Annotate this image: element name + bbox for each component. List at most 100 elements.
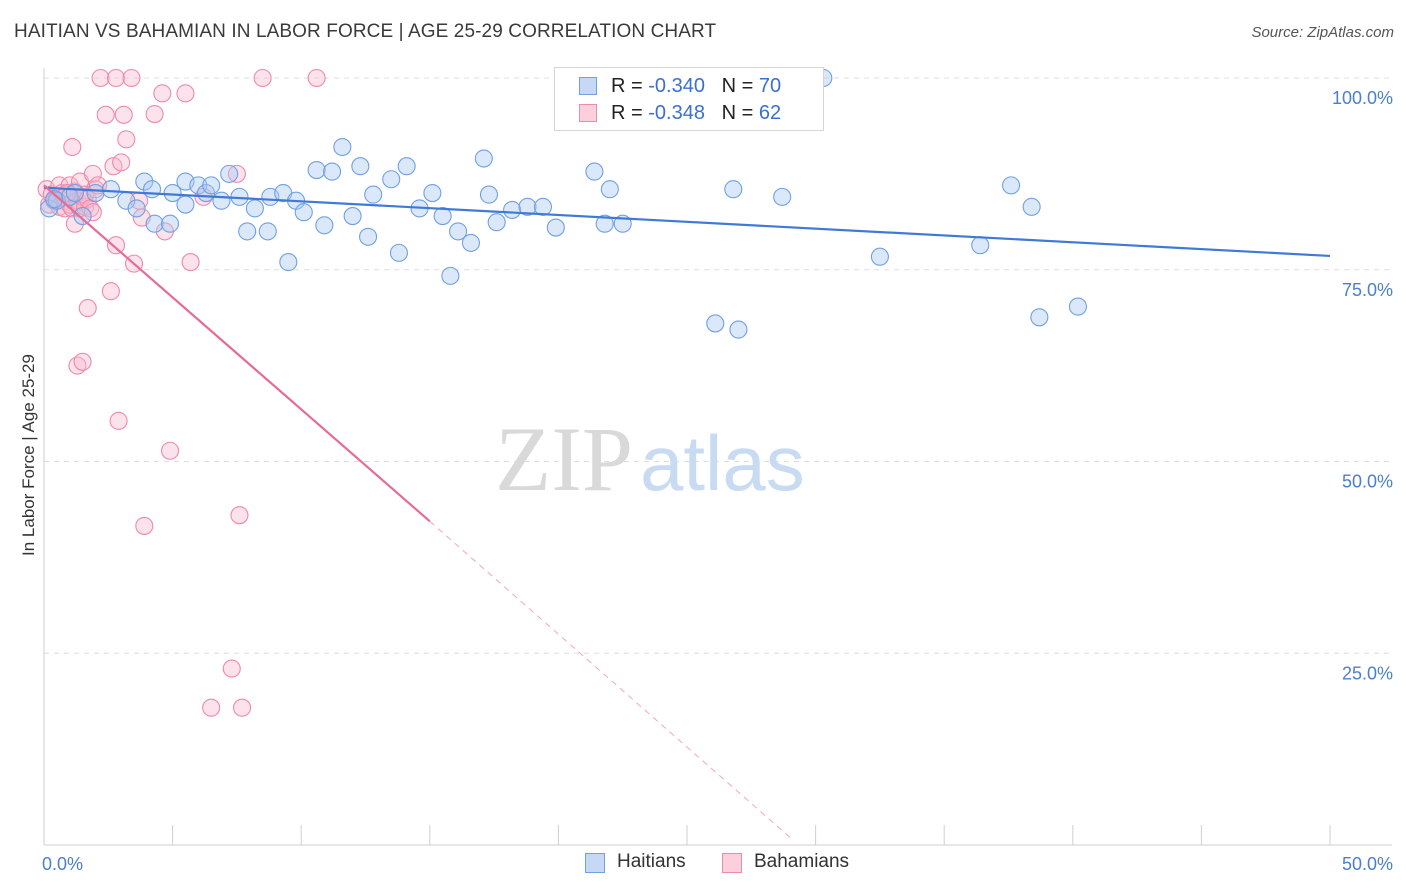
haitians-point — [258, 222, 277, 241]
bahamians-point — [101, 282, 120, 301]
haitians-point — [441, 266, 460, 285]
y-tick-label: 75.0% — [1342, 280, 1393, 300]
haitians-point — [176, 195, 195, 214]
bahamians-trend-extension — [429, 520, 791, 838]
bahamians-point — [307, 68, 326, 88]
bahamians-r-label: R = — [611, 102, 649, 124]
haitians-point — [595, 214, 614, 233]
stats-legend: R = -0.340 N = 70 R = -0.348 N = 62 — [554, 67, 824, 131]
bahamians-point — [109, 411, 128, 430]
trend-lines — [43, 184, 1331, 838]
haitians-point — [73, 207, 92, 226]
haitians-point — [546, 218, 565, 237]
bahamians-point — [91, 68, 110, 88]
bahamians-point — [96, 105, 115, 124]
haitians-point — [333, 137, 352, 157]
haitians-legend-swatch — [585, 853, 605, 873]
haitians-point — [773, 187, 792, 206]
haitians-point — [160, 214, 180, 233]
bahamians-point — [153, 84, 172, 103]
haitians-point — [724, 180, 743, 199]
haitians-points — [40, 68, 1087, 339]
bahamians-swatch — [579, 104, 597, 122]
bahamians-point — [78, 299, 97, 318]
grid-lines — [44, 77, 1392, 654]
haitians-point — [212, 191, 231, 210]
legend-row-haitians: R = -0.340 N = 70 — [555, 74, 823, 100]
haitians-point — [145, 214, 164, 233]
haitians-point — [364, 185, 383, 204]
chart-title: HAITIAN VS BAHAMIAN IN LABOR FORCE | AGE… — [14, 21, 717, 42]
bahamians-r-value: -0.348 — [648, 102, 705, 124]
bahamians-legend-label: Bahamians — [754, 851, 850, 872]
bahamians-point — [176, 84, 195, 103]
watermark: ZIP atlas — [495, 408, 805, 510]
bahamians-point — [122, 68, 141, 88]
haitians-point — [127, 199, 146, 218]
haitians-point — [1068, 297, 1087, 316]
y-tick-labels: 25.0% 50.0% 75.0% 100.0% — [1332, 88, 1393, 683]
bahamians-point — [106, 236, 126, 255]
haitians-point — [86, 184, 105, 203]
haitians-point — [1030, 308, 1049, 327]
haitians-swatch — [579, 77, 597, 95]
haitians-point — [449, 222, 468, 241]
haitians-trend-line — [43, 186, 1331, 258]
bahamians-point — [83, 203, 102, 222]
bahamians-point — [230, 506, 249, 525]
bahamians-trend-line — [43, 184, 431, 523]
haitians-point — [474, 149, 493, 168]
haitians-point — [279, 253, 298, 272]
haitians-point — [40, 199, 59, 218]
source-credit: Source: ZipAtlas.com — [1251, 24, 1394, 41]
haitians-point — [351, 157, 370, 176]
bahamians-point — [232, 698, 252, 717]
haitians-n-label: N = — [721, 75, 759, 97]
haitians-point — [600, 180, 619, 199]
bahamians-point — [135, 516, 154, 535]
bottom-legend: Haitians Bahamians — [0, 851, 1406, 877]
x-tick-labels: 0.0% 50.0% — [42, 854, 1393, 874]
haitians-point — [323, 162, 342, 181]
haitians-n-value: 70 — [758, 75, 782, 97]
y-tick-label: 25.0% — [1342, 663, 1393, 683]
bahamians-n-value: 62 — [758, 102, 782, 124]
haitians-point — [382, 170, 401, 189]
haitians-point — [45, 190, 64, 209]
legend-row-bahamians: R = -0.348 N = 62 — [555, 101, 823, 127]
haitians-point — [359, 227, 378, 246]
haitians-point — [479, 185, 499, 204]
bahamians-point — [114, 105, 133, 124]
bahamians-n-label: N = — [721, 102, 759, 124]
bahamians-point — [112, 153, 131, 172]
haitians-point — [307, 160, 326, 180]
haitians-point — [135, 172, 154, 191]
haitians-point — [706, 314, 725, 333]
watermark-atlas: atlas — [640, 419, 805, 507]
y-tick-label: 50.0% — [1342, 472, 1393, 492]
haitians-point — [487, 213, 506, 232]
bahamians-point — [63, 137, 82, 157]
bahamians-point — [106, 68, 126, 88]
haitians-point — [533, 197, 553, 216]
haitians-point — [518, 197, 537, 216]
haitians-point — [503, 200, 522, 219]
bahamians-point — [83, 164, 102, 183]
haitians-point — [189, 176, 208, 195]
haitians-point — [1002, 176, 1021, 195]
haitians-point — [1022, 197, 1041, 216]
haitians-r-label: R = — [611, 75, 649, 97]
haitians-point — [433, 207, 452, 226]
haitians-point — [971, 236, 990, 255]
haitians-point — [65, 184, 84, 203]
bahamians-point — [117, 130, 136, 149]
haitians-point — [202, 176, 221, 195]
bahamians-point — [227, 164, 246, 183]
haitians-point — [870, 247, 889, 266]
haitians-point — [461, 233, 481, 252]
axes — [43, 68, 1392, 846]
bahamians-point — [73, 352, 92, 371]
haitians-point — [238, 222, 257, 241]
bahamians-point — [160, 441, 180, 460]
haitians-point — [101, 180, 120, 199]
